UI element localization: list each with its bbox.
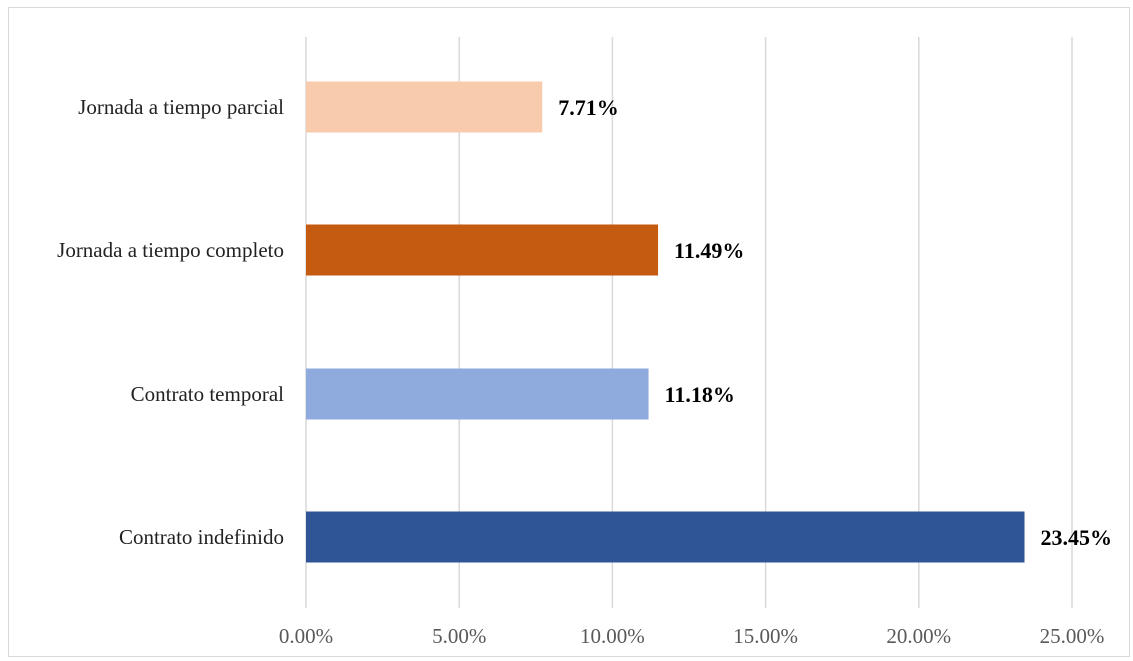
labels: 0.00% 5.00% 10.00% 15.00% 20.00% 25.00% Jornad… [57,95,1112,648]
bar [306,81,543,133]
data-label: 11.18% [665,382,735,407]
category-label: Jornada a tiempo parcial [78,95,284,119]
x-tick-label: 15.00% [733,624,798,648]
x-tick-label: 20.00% [886,624,951,648]
data-label: 11.49% [674,238,744,263]
x-tick-label: 10.00% [580,624,645,648]
data-label: 7.71% [558,95,619,120]
x-tick-label: 0.00% [279,624,333,648]
category-label: Contrato temporal [131,382,285,406]
bar [306,511,1025,563]
category-label: Jornada a tiempo completo [57,238,284,262]
x-tick-label: 25.00% [1040,624,1105,648]
x-tick-label: 5.00% [432,624,486,648]
bars [306,81,1025,563]
bar [306,224,659,276]
bar [306,368,649,420]
data-label: 23.45% [1041,525,1113,550]
category-label: Contrato indefinido [119,525,284,549]
